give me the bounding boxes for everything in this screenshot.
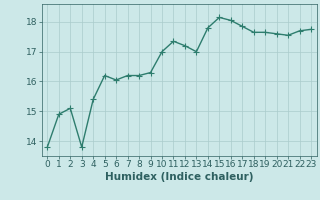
X-axis label: Humidex (Indice chaleur): Humidex (Indice chaleur): [105, 172, 253, 182]
